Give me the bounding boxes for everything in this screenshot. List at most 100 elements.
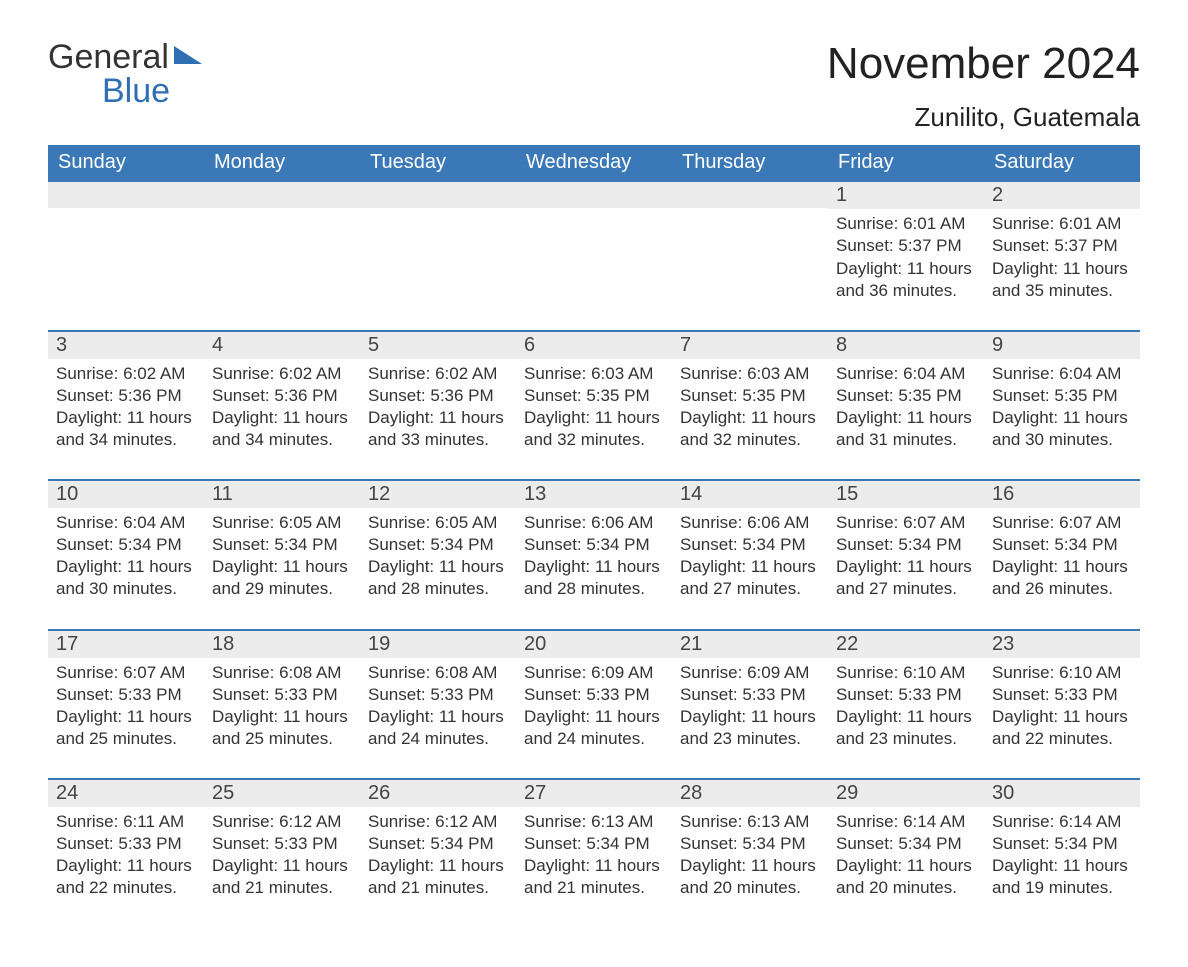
day2-text: and 27 minutes. (836, 578, 976, 600)
sunset-text: Sunset: 5:33 PM (212, 833, 352, 855)
week-row: 17Sunrise: 6:07 AMSunset: 5:33 PMDayligh… (48, 630, 1140, 779)
day-details: Sunrise: 6:07 AMSunset: 5:34 PMDaylight:… (984, 508, 1140, 628)
sunrise-text: Sunrise: 6:02 AM (56, 363, 196, 385)
sunrise-text: Sunrise: 6:07 AM (992, 512, 1132, 534)
empty-day-header (672, 182, 828, 208)
day-cell: 17Sunrise: 6:07 AMSunset: 5:33 PMDayligh… (48, 630, 204, 779)
day-cell: 14Sunrise: 6:06 AMSunset: 5:34 PMDayligh… (672, 480, 828, 629)
day-details: Sunrise: 6:06 AMSunset: 5:34 PMDaylight:… (672, 508, 828, 628)
day-details: Sunrise: 6:02 AMSunset: 5:36 PMDaylight:… (204, 359, 360, 479)
sunrise-text: Sunrise: 6:09 AM (524, 662, 664, 684)
week-row: 3Sunrise: 6:02 AMSunset: 5:36 PMDaylight… (48, 331, 1140, 480)
day-details: Sunrise: 6:05 AMSunset: 5:34 PMDaylight:… (204, 508, 360, 628)
day2-text: and 32 minutes. (524, 429, 664, 451)
day-cell: 4Sunrise: 6:02 AMSunset: 5:36 PMDaylight… (204, 331, 360, 480)
sunrise-text: Sunrise: 6:10 AM (836, 662, 976, 684)
day-details: Sunrise: 6:07 AMSunset: 5:33 PMDaylight:… (48, 658, 204, 778)
day2-text: and 21 minutes. (524, 877, 664, 899)
sunrise-text: Sunrise: 6:14 AM (992, 811, 1132, 833)
day-cell: 5Sunrise: 6:02 AMSunset: 5:36 PMDaylight… (360, 331, 516, 480)
day-cell: 6Sunrise: 6:03 AMSunset: 5:35 PMDaylight… (516, 331, 672, 480)
day-number: 24 (48, 780, 204, 807)
day-cell (48, 181, 204, 330)
day-number: 16 (984, 481, 1140, 508)
sunset-text: Sunset: 5:34 PM (680, 833, 820, 855)
day-details: Sunrise: 6:14 AMSunset: 5:34 PMDaylight:… (984, 807, 1140, 927)
day1-text: Daylight: 11 hours (836, 556, 976, 578)
sunrise-text: Sunrise: 6:08 AM (368, 662, 508, 684)
day1-text: Daylight: 11 hours (992, 706, 1132, 728)
sunset-text: Sunset: 5:35 PM (836, 385, 976, 407)
day1-text: Daylight: 11 hours (212, 706, 352, 728)
day2-text: and 33 minutes. (368, 429, 508, 451)
day-number: 13 (516, 481, 672, 508)
weekday-header-row: Sunday Monday Tuesday Wednesday Thursday… (48, 145, 1140, 181)
header: General Blue November 2024 Zunilito, Gua… (48, 40, 1140, 133)
day-cell: 12Sunrise: 6:05 AMSunset: 5:34 PMDayligh… (360, 480, 516, 629)
sunset-text: Sunset: 5:33 PM (992, 684, 1132, 706)
day-cell: 24Sunrise: 6:11 AMSunset: 5:33 PMDayligh… (48, 779, 204, 927)
day-cell: 1Sunrise: 6:01 AMSunset: 5:37 PMDaylight… (828, 181, 984, 330)
sunrise-text: Sunrise: 6:04 AM (56, 512, 196, 534)
day-number: 8 (828, 332, 984, 359)
day-details: Sunrise: 6:03 AMSunset: 5:35 PMDaylight:… (672, 359, 828, 479)
day1-text: Daylight: 11 hours (212, 855, 352, 877)
empty-day-header (48, 182, 204, 208)
day1-text: Daylight: 11 hours (368, 706, 508, 728)
sunrise-text: Sunrise: 6:03 AM (524, 363, 664, 385)
day1-text: Daylight: 11 hours (56, 556, 196, 578)
day2-text: and 35 minutes. (992, 280, 1132, 302)
day-number: 22 (828, 631, 984, 658)
day-cell: 8Sunrise: 6:04 AMSunset: 5:35 PMDaylight… (828, 331, 984, 480)
day-cell (204, 181, 360, 330)
day-number: 26 (360, 780, 516, 807)
day1-text: Daylight: 11 hours (836, 258, 976, 280)
day2-text: and 27 minutes. (680, 578, 820, 600)
day2-text: and 31 minutes. (836, 429, 976, 451)
sunset-text: Sunset: 5:35 PM (524, 385, 664, 407)
day-cell (516, 181, 672, 330)
day1-text: Daylight: 11 hours (524, 855, 664, 877)
day-details: Sunrise: 6:06 AMSunset: 5:34 PMDaylight:… (516, 508, 672, 628)
day-details: Sunrise: 6:02 AMSunset: 5:36 PMDaylight:… (48, 359, 204, 479)
sunrise-text: Sunrise: 6:07 AM (56, 662, 196, 684)
day2-text: and 22 minutes. (56, 877, 196, 899)
sunset-text: Sunset: 5:36 PM (368, 385, 508, 407)
day-details: Sunrise: 6:01 AMSunset: 5:37 PMDaylight:… (984, 209, 1140, 329)
day1-text: Daylight: 11 hours (368, 407, 508, 429)
sunset-text: Sunset: 5:34 PM (992, 534, 1132, 556)
day2-text: and 28 minutes. (524, 578, 664, 600)
day-details: Sunrise: 6:10 AMSunset: 5:33 PMDaylight:… (828, 658, 984, 778)
day-cell: 10Sunrise: 6:04 AMSunset: 5:34 PMDayligh… (48, 480, 204, 629)
day2-text: and 25 minutes. (212, 728, 352, 750)
day-details: Sunrise: 6:13 AMSunset: 5:34 PMDaylight:… (516, 807, 672, 927)
sunset-text: Sunset: 5:34 PM (836, 534, 976, 556)
day-cell: 16Sunrise: 6:07 AMSunset: 5:34 PMDayligh… (984, 480, 1140, 629)
week-row: 24Sunrise: 6:11 AMSunset: 5:33 PMDayligh… (48, 779, 1140, 927)
sunset-text: Sunset: 5:34 PM (56, 534, 196, 556)
day1-text: Daylight: 11 hours (992, 258, 1132, 280)
day-cell (672, 181, 828, 330)
sunrise-text: Sunrise: 6:06 AM (524, 512, 664, 534)
day1-text: Daylight: 11 hours (992, 407, 1132, 429)
sunset-text: Sunset: 5:33 PM (836, 684, 976, 706)
day2-text: and 26 minutes. (992, 578, 1132, 600)
day-details: Sunrise: 6:12 AMSunset: 5:33 PMDaylight:… (204, 807, 360, 927)
day-number: 14 (672, 481, 828, 508)
day-details: Sunrise: 6:12 AMSunset: 5:34 PMDaylight:… (360, 807, 516, 927)
day2-text: and 29 minutes. (212, 578, 352, 600)
weekday-header: Thursday (672, 145, 828, 181)
empty-day-header (360, 182, 516, 208)
day1-text: Daylight: 11 hours (836, 407, 976, 429)
day1-text: Daylight: 11 hours (56, 706, 196, 728)
day-details: Sunrise: 6:03 AMSunset: 5:35 PMDaylight:… (516, 359, 672, 479)
logo-text-block: General Blue (48, 40, 170, 108)
day1-text: Daylight: 11 hours (368, 556, 508, 578)
day1-text: Daylight: 11 hours (992, 855, 1132, 877)
day-number: 11 (204, 481, 360, 508)
day1-text: Daylight: 11 hours (56, 855, 196, 877)
day2-text: and 22 minutes. (992, 728, 1132, 750)
day2-text: and 21 minutes. (212, 877, 352, 899)
day1-text: Daylight: 11 hours (212, 556, 352, 578)
day-details: Sunrise: 6:13 AMSunset: 5:34 PMDaylight:… (672, 807, 828, 927)
